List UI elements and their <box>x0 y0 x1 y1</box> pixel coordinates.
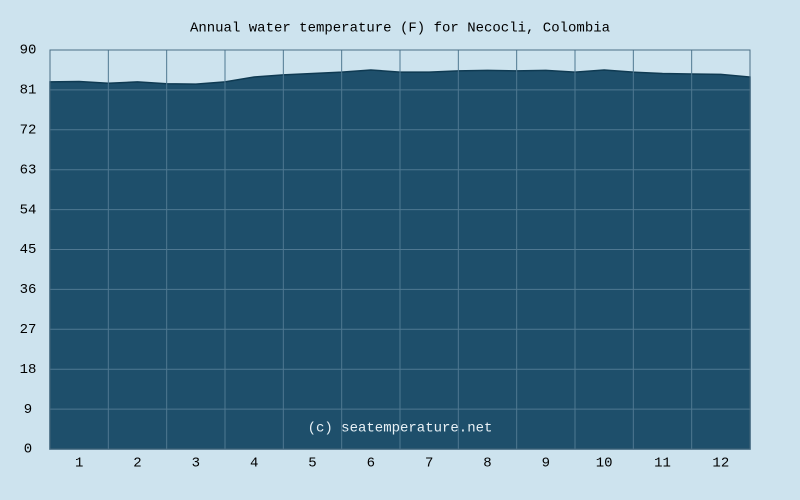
y-tick-label: 18 <box>20 362 37 378</box>
y-tick-label: 81 <box>20 83 37 99</box>
watermark: (c) seatemperature.net <box>308 421 493 437</box>
x-tick-label: 2 <box>133 456 141 472</box>
plot-frame <box>49 49 751 450</box>
x-tick-label: 11 <box>654 456 671 472</box>
y-tick-label: 72 <box>20 123 37 139</box>
x-tick-label: 12 <box>712 456 729 472</box>
x-tick-label: 5 <box>308 456 316 472</box>
x-tick-label: 4 <box>250 456 258 472</box>
y-tick-label: 45 <box>20 242 37 258</box>
y-tick-label: 90 <box>20 43 37 59</box>
x-tick-label: 9 <box>542 456 550 472</box>
y-tick-label: 9 <box>24 402 32 418</box>
x-tick-label: 3 <box>192 456 200 472</box>
x-tick-label: 1 <box>75 456 83 472</box>
x-tick-label: 6 <box>367 456 375 472</box>
x-tick-label: 8 <box>483 456 491 472</box>
chart-title: Annual water temperature (F) for Necocli… <box>190 21 610 37</box>
y-tick-label: 63 <box>20 162 37 178</box>
x-tick-label: 7 <box>425 456 433 472</box>
y-tick-label: 36 <box>20 282 37 298</box>
y-tick-label: 27 <box>20 322 37 338</box>
y-tick-label: 54 <box>20 202 37 218</box>
x-tick-label: 10 <box>596 456 613 472</box>
y-tick-label: 0 <box>24 442 32 458</box>
